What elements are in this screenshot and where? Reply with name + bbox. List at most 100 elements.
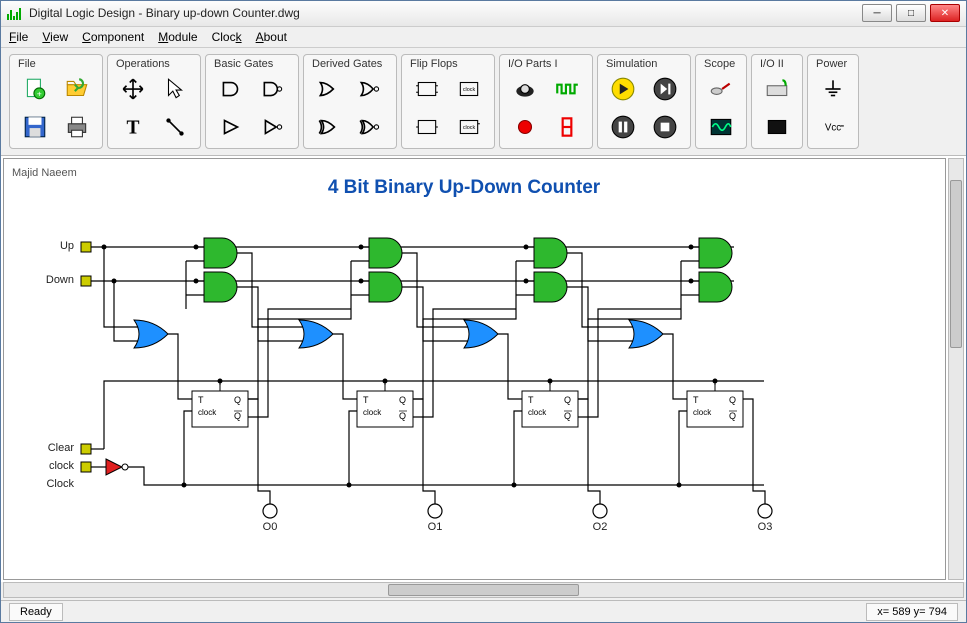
statusbar: Ready x= 589 y= 794 — [1, 600, 966, 622]
tool-group-label: Derived Gates — [310, 58, 390, 70]
open-file-button[interactable] — [58, 72, 96, 106]
svg-text:clock: clock — [463, 88, 476, 94]
output-label: O1 — [420, 521, 450, 533]
v-scrollbar[interactable] — [948, 158, 964, 580]
clock-signal-button[interactable] — [548, 72, 586, 106]
tool-group-label: Flip Flops — [408, 58, 488, 70]
switch-button[interactable] — [506, 72, 544, 106]
titlebar: Digital Logic Design - Binary up-down Co… — [1, 1, 966, 27]
svg-text:clock: clock — [528, 408, 547, 417]
and-button[interactable] — [212, 72, 250, 106]
canvas-area: Majid Naeem 4 Bit Binary Up-Down Counter… — [1, 156, 966, 582]
new-file-button[interactable]: + — [16, 72, 54, 106]
display-button[interactable] — [758, 110, 796, 144]
tool-group-iopartsi: I/O Parts I — [499, 54, 593, 149]
ground-button[interactable] — [814, 72, 852, 106]
menu-about[interactable]: About — [256, 30, 287, 44]
tool-group-derivedgates: Derived Gates — [303, 54, 397, 149]
window-title: Digital Logic Design - Binary up-down Co… — [29, 6, 862, 20]
menu-view[interactable]: View — [42, 30, 68, 44]
text-button[interactable]: T — [114, 110, 152, 144]
svg-text:T: T — [363, 395, 369, 405]
signal-label: clock — [34, 460, 74, 472]
app-window: Digital Logic Design - Binary up-down Co… — [0, 0, 967, 623]
tool-group-power: Power Vcc — [807, 54, 859, 149]
nor-button[interactable] — [352, 72, 390, 106]
tool-group-operations: OperationsT — [107, 54, 201, 149]
tool-group-label: Scope — [702, 58, 740, 70]
play-button[interactable] — [604, 72, 642, 106]
ff2-button[interactable]: clock — [450, 72, 488, 106]
tool-group-simulation: Simulation — [597, 54, 691, 149]
save-file-button[interactable] — [16, 110, 54, 144]
tool-group-label: File — [16, 58, 96, 70]
close-button[interactable]: ✕ — [930, 4, 960, 22]
svg-text:T: T — [126, 118, 139, 139]
move-button[interactable] — [114, 72, 152, 106]
h-scrollbar[interactable] — [3, 582, 964, 598]
xnor-button[interactable] — [352, 110, 390, 144]
step-button[interactable] — [646, 72, 684, 106]
svg-text:Q: Q — [399, 395, 406, 405]
output-label: O3 — [750, 521, 780, 533]
svg-text:T: T — [528, 395, 534, 405]
led-red-button[interactable] — [506, 110, 544, 144]
output-label: O0 — [255, 521, 285, 533]
menu-clock[interactable]: Clock — [212, 30, 242, 44]
seg-red-button[interactable] — [548, 110, 586, 144]
menu-module[interactable]: Module — [158, 30, 197, 44]
menubar: File View Component Module Clock About — [1, 27, 966, 49]
print-file-button[interactable] — [58, 110, 96, 144]
tool-group-label: Simulation — [604, 58, 684, 70]
maximize-button[interactable]: □ — [896, 4, 926, 22]
keyboard-button[interactable] — [758, 72, 796, 106]
svg-text:Q: Q — [729, 395, 736, 405]
wire-button[interactable] — [156, 110, 194, 144]
pointer-button[interactable] — [156, 72, 194, 106]
menu-component[interactable]: Component — [82, 30, 144, 44]
probe-button[interactable] — [702, 72, 740, 106]
buffer-button[interactable] — [212, 110, 250, 144]
tool-group-file: File + — [9, 54, 103, 149]
tool-group-ioii: I/O II — [751, 54, 803, 149]
circuit-diagram: TclockQQTclockQQTclockQQTclockQQ — [4, 159, 924, 579]
svg-text:clock: clock — [198, 408, 217, 417]
app-icon — [7, 6, 23, 20]
vcc-button[interactable]: Vcc — [814, 110, 852, 144]
not-button[interactable] — [254, 110, 292, 144]
toolbar: File + OperationsT Basic Gates Derived Gates… — [1, 48, 966, 156]
ff1-button[interactable] — [408, 72, 446, 106]
svg-text:Q: Q — [564, 395, 571, 405]
scope-wave-button[interactable] — [702, 110, 740, 144]
svg-text:T: T — [198, 395, 204, 405]
ff4-button[interactable]: clock — [450, 110, 488, 144]
signal-label: Down — [34, 274, 74, 286]
tool-group-label: Power — [814, 58, 852, 70]
status-ready: Ready — [9, 603, 63, 621]
svg-text:Q: Q — [399, 411, 406, 421]
ff3-button[interactable] — [408, 110, 446, 144]
svg-text:clock: clock — [693, 408, 712, 417]
minimize-button[interactable]: ─ — [862, 4, 892, 22]
tool-group-label: I/O II — [758, 58, 796, 70]
tool-group-scope: Scope — [695, 54, 747, 149]
canvas[interactable]: Majid Naeem 4 Bit Binary Up-Down Counter… — [4, 159, 924, 579]
signal-label: Clear — [34, 442, 74, 454]
pause-button[interactable] — [604, 110, 642, 144]
signal-label: Up — [34, 240, 74, 252]
menu-file[interactable]: File — [9, 30, 28, 44]
svg-text:clock: clock — [363, 408, 382, 417]
or-button[interactable] — [310, 72, 348, 106]
nand-button[interactable] — [254, 72, 292, 106]
svg-text:Q: Q — [234, 395, 241, 405]
signal-label: Clock — [34, 478, 74, 490]
svg-text:Vcc: Vcc — [825, 123, 841, 134]
svg-text:Q: Q — [564, 411, 571, 421]
svg-text:T: T — [693, 395, 699, 405]
tool-group-label: Basic Gates — [212, 58, 292, 70]
canvas-scroll[interactable]: Majid Naeem 4 Bit Binary Up-Down Counter… — [3, 158, 946, 580]
xor-button[interactable] — [310, 110, 348, 144]
status-coords: x= 589 y= 794 — [866, 603, 958, 621]
stop-button[interactable] — [646, 110, 684, 144]
window-controls: ─ □ ✕ — [862, 4, 960, 22]
